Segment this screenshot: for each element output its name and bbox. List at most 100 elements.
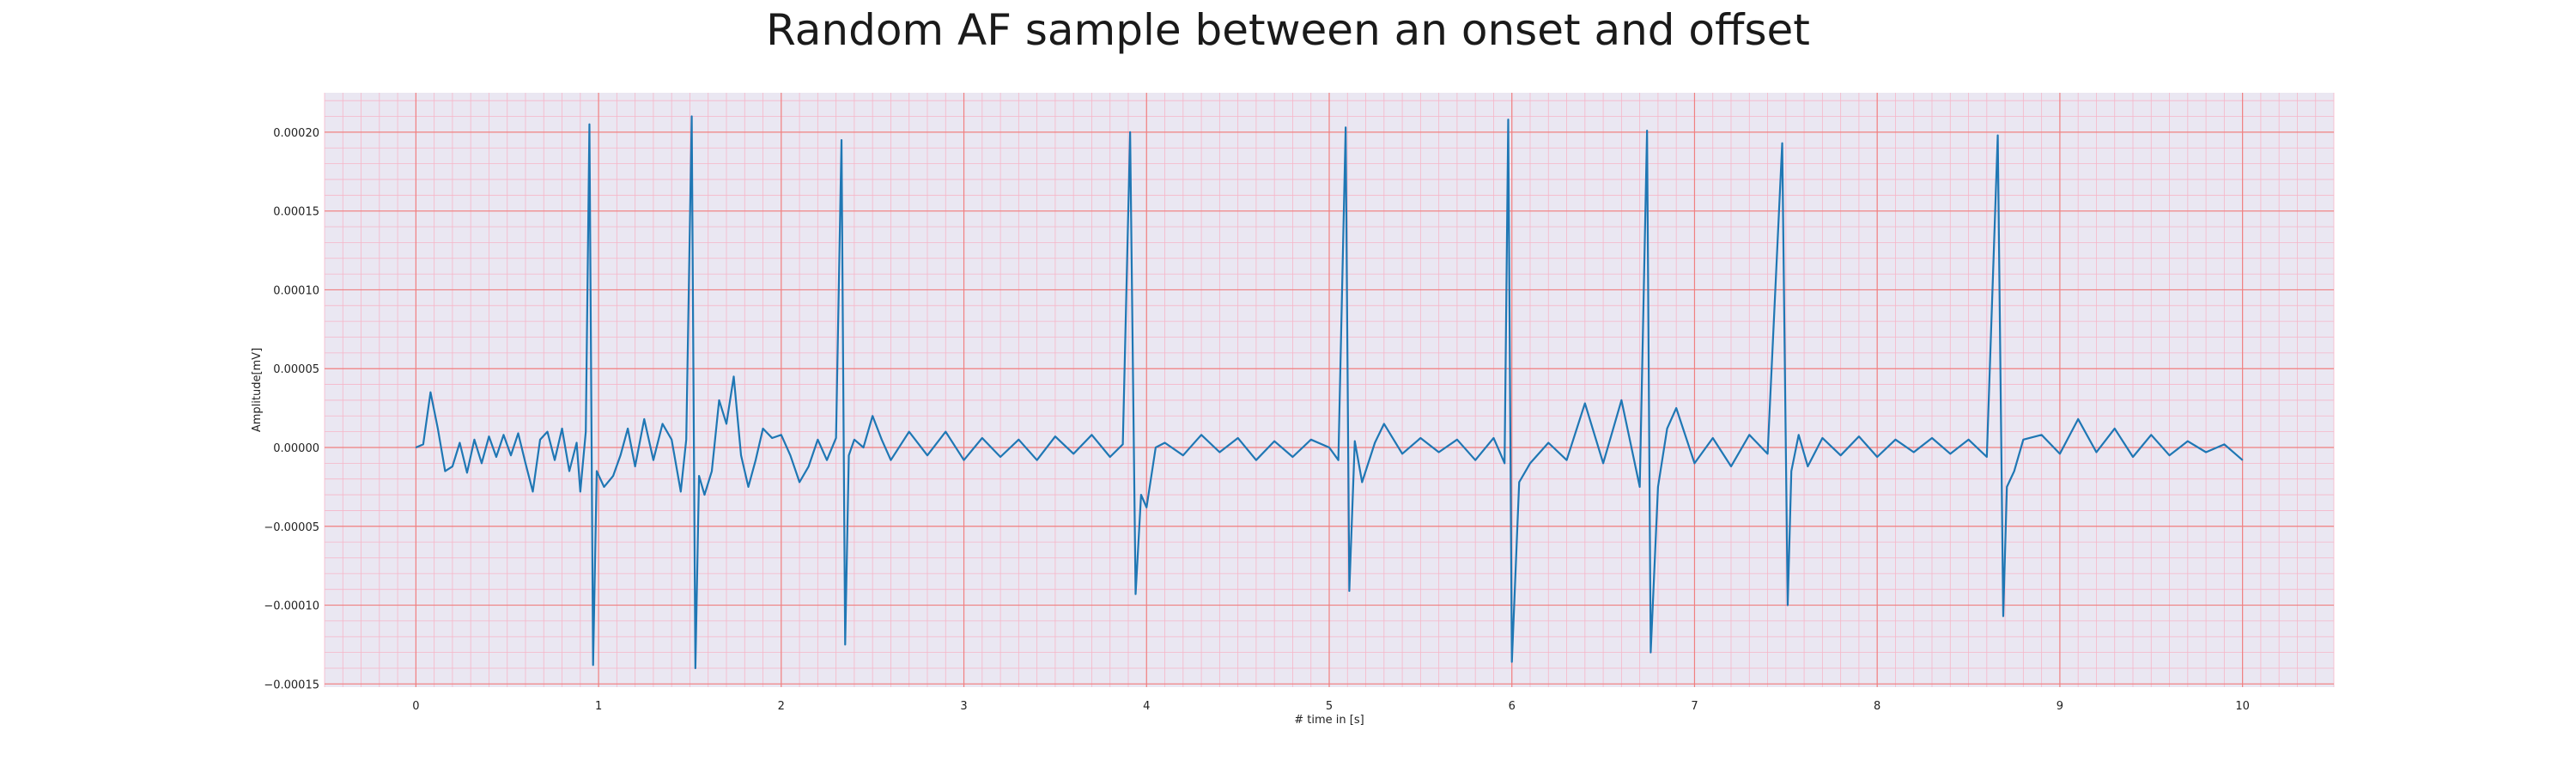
data-point bbox=[2114, 428, 2116, 429]
data-point bbox=[999, 456, 1001, 458]
data-point bbox=[1419, 437, 1421, 439]
y-axis-ticks: 0.00020 0.00015 0.00010 0.00005 0.00000 −0.00… bbox=[264, 127, 319, 691]
x-tick-label: 2 bbox=[778, 700, 785, 713]
data-point bbox=[771, 437, 773, 439]
data-point bbox=[1310, 439, 1312, 441]
data-point bbox=[1657, 486, 1659, 488]
y-tick-label: 0.00010 bbox=[273, 284, 319, 297]
y-tick-label: 0.00005 bbox=[273, 363, 319, 376]
data-point bbox=[510, 454, 512, 456]
data-point bbox=[1438, 451, 1440, 453]
data-point bbox=[1986, 456, 1988, 458]
y-tick-label: 0.00000 bbox=[273, 442, 319, 455]
data-point bbox=[1913, 451, 1915, 453]
x-tick-label: 4 bbox=[1143, 700, 1150, 713]
data-point bbox=[620, 454, 622, 456]
data-point bbox=[2002, 615, 2004, 618]
x-tick-label: 5 bbox=[1326, 700, 1333, 713]
data-point bbox=[1383, 423, 1385, 425]
data-point bbox=[459, 441, 461, 444]
y-tick-label: −0.00005 bbox=[264, 521, 319, 534]
data-point bbox=[1602, 462, 1604, 464]
data-point bbox=[1620, 399, 1622, 401]
data-point bbox=[1996, 134, 1999, 137]
data-point bbox=[1361, 481, 1363, 483]
data-point bbox=[661, 423, 664, 425]
data-point bbox=[1518, 481, 1520, 483]
data-point bbox=[1018, 439, 1019, 441]
data-point bbox=[1666, 428, 1668, 429]
data-point bbox=[444, 470, 447, 472]
data-point bbox=[945, 431, 946, 433]
x-tick-label: 3 bbox=[960, 700, 967, 713]
x-tick-label: 1 bbox=[595, 700, 602, 713]
data-point bbox=[1374, 441, 1376, 444]
data-point bbox=[525, 462, 526, 464]
data-point bbox=[762, 428, 764, 429]
data-point bbox=[872, 415, 873, 417]
data-point bbox=[1840, 454, 1842, 456]
y-tick-label: −0.00010 bbox=[264, 600, 319, 613]
data-point bbox=[1054, 435, 1056, 437]
data-point bbox=[517, 432, 519, 435]
data-point bbox=[1401, 453, 1403, 454]
data-point bbox=[685, 439, 687, 441]
data-point bbox=[1649, 652, 1651, 654]
data-point bbox=[1584, 403, 1586, 405]
data-point bbox=[698, 475, 700, 477]
x-tick-label: 0 bbox=[412, 700, 419, 713]
data-point bbox=[740, 454, 742, 456]
data-point bbox=[1790, 470, 1792, 472]
data-point bbox=[481, 462, 483, 464]
data-point bbox=[1712, 437, 1714, 439]
data-point bbox=[1492, 437, 1495, 439]
data-point bbox=[1072, 453, 1074, 454]
data-point bbox=[2095, 451, 2098, 453]
data-point bbox=[1876, 456, 1878, 458]
data-point bbox=[422, 443, 424, 445]
data-point bbox=[1348, 590, 1350, 592]
data-point bbox=[588, 124, 591, 125]
data-point bbox=[1766, 453, 1769, 454]
x-axis-label: # time in [s] bbox=[1294, 714, 1364, 727]
data-point bbox=[2006, 486, 2008, 488]
data-point bbox=[539, 439, 541, 441]
data-point bbox=[2205, 451, 2207, 453]
data-point bbox=[680, 490, 682, 492]
data-point bbox=[1122, 443, 1124, 445]
data-point bbox=[592, 664, 594, 666]
data-point bbox=[466, 472, 468, 473]
data-point bbox=[1182, 454, 1184, 456]
data-point bbox=[1504, 462, 1505, 464]
data-point bbox=[1931, 437, 1933, 439]
data-point bbox=[473, 439, 476, 441]
data-point bbox=[1134, 593, 1137, 595]
data-point bbox=[690, 115, 693, 118]
data-point bbox=[437, 428, 439, 429]
data-point bbox=[1237, 437, 1239, 439]
data-point bbox=[835, 437, 837, 439]
data-point bbox=[568, 470, 570, 472]
data-point bbox=[2059, 453, 2061, 454]
data-point bbox=[596, 470, 598, 472]
x-tick-label: 8 bbox=[1874, 700, 1880, 713]
y-tick-label: 0.00020 bbox=[273, 127, 319, 140]
x-tick-label: 7 bbox=[1691, 700, 1698, 713]
y-tick-label: −0.00015 bbox=[264, 679, 319, 691]
data-point bbox=[703, 494, 706, 496]
data-points bbox=[415, 115, 2244, 669]
data-point bbox=[1511, 661, 1513, 663]
data-point bbox=[1145, 507, 1147, 508]
data-point bbox=[1163, 441, 1166, 444]
data-point bbox=[848, 454, 850, 456]
x-tick-label: 9 bbox=[2057, 700, 2063, 713]
data-point bbox=[711, 470, 713, 472]
data-point bbox=[1646, 130, 1648, 131]
data-point bbox=[575, 441, 578, 444]
data-point bbox=[627, 428, 629, 429]
data-point bbox=[1109, 456, 1111, 458]
data-point bbox=[2077, 418, 2079, 420]
data-point bbox=[1675, 407, 1677, 409]
data-point bbox=[1129, 131, 1131, 133]
